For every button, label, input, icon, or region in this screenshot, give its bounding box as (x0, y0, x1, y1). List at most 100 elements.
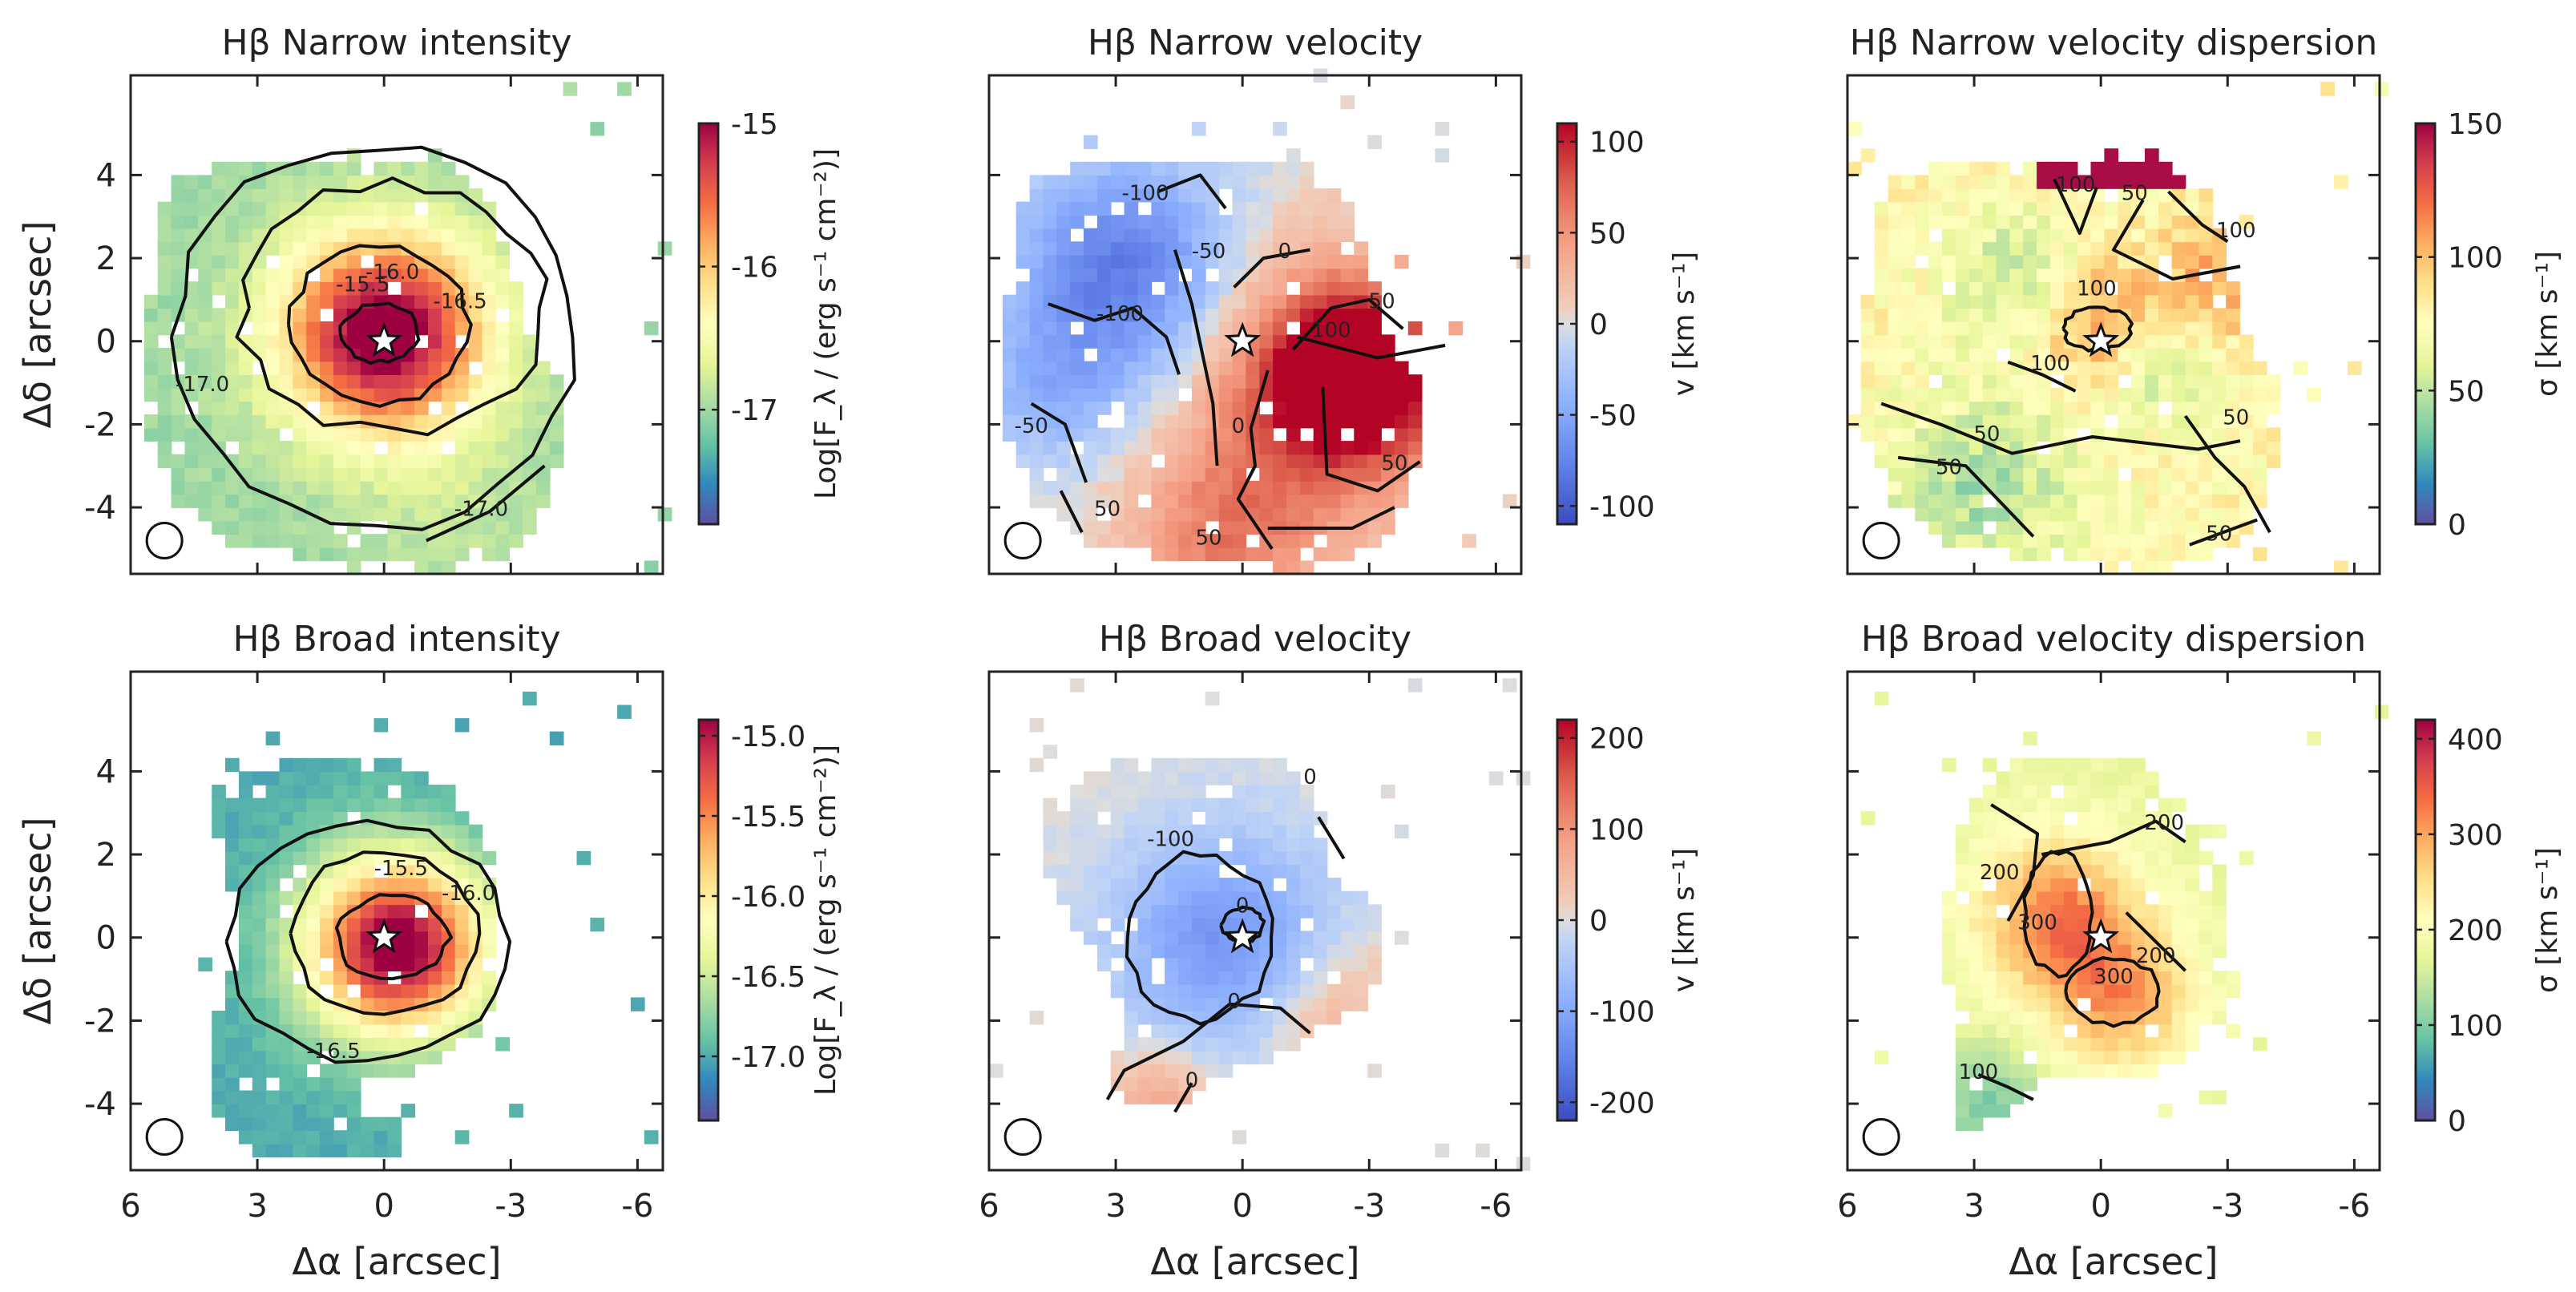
heatmap-cell (454, 917, 470, 932)
heatmap-cell (1137, 1064, 1153, 1078)
heatmap-cell (346, 1116, 361, 1132)
heatmap-cell (1996, 201, 2011, 216)
heatmap-cell (2158, 811, 2173, 826)
heatmap-cell (1218, 308, 1233, 322)
heatmap-cell (1888, 215, 1903, 229)
heatmap-cell (2198, 1011, 2214, 1025)
heatmap-cell (482, 427, 497, 442)
heatmap-cell (1084, 175, 1098, 189)
heatmap-cell (1968, 797, 1984, 812)
heatmap-cell (401, 917, 415, 932)
heatmap-cell (2023, 1037, 2037, 1052)
heatmap-cell (2009, 268, 2025, 282)
colorbar-label: v [km s⁻¹] (1668, 848, 1701, 992)
heatmap-cell (1178, 454, 1193, 469)
heatmap-cell (225, 797, 240, 812)
heatmap-cell (320, 507, 334, 522)
heatmap-cell (2104, 1064, 2119, 1078)
heatmap-cell (2063, 1037, 2078, 1052)
heatmap-cell (1273, 1011, 1287, 1025)
heatmap-cell (454, 441, 470, 455)
heatmap-cell (1313, 188, 1328, 203)
heatmap-cell (428, 797, 442, 812)
heatmap-cell (320, 454, 334, 469)
heatmap-cell (1096, 534, 1112, 548)
heatmap-cell (1313, 454, 1328, 469)
heatmap-cell (2077, 520, 2092, 535)
heatmap-cell (1029, 1011, 1044, 1025)
heatmap-cell (2198, 228, 2214, 243)
heatmap-cell (1205, 890, 1220, 906)
contour-line (287, 244, 473, 408)
heatmap-cell (1955, 414, 1970, 429)
heatmap-cell (2131, 294, 2146, 309)
heatmap-cell (1996, 161, 2011, 176)
heatmap-cell (2334, 560, 2348, 575)
heatmap-cell (1259, 547, 1274, 562)
heatmap-cell (1084, 785, 1098, 799)
heatmap-cell (1043, 321, 1058, 336)
heatmap-cell (2037, 838, 2051, 852)
heatmap-cell (1110, 904, 1125, 919)
heatmap-cell (1124, 971, 1139, 985)
heatmap-cell (198, 188, 212, 203)
heatmap-cell (1273, 560, 1287, 575)
heatmap-cell (1043, 361, 1058, 375)
heatmap-cell (495, 547, 510, 562)
heatmap-cell (2131, 348, 2146, 362)
heatmap-cell (1137, 480, 1153, 495)
heatmap-cell (1928, 188, 1943, 203)
heatmap-cell (2090, 175, 2106, 189)
heatmap-cell (1286, 878, 1301, 892)
heatmap-cell (1084, 878, 1098, 892)
heatmap-cell (1286, 864, 1301, 878)
heatmap-cell (1096, 348, 1112, 362)
heatmap-cell (1192, 414, 1206, 429)
heatmap-cell (2063, 931, 2078, 945)
heatmap-cell (333, 161, 348, 176)
heatmap-cell (495, 534, 510, 548)
heatmap-cell (2131, 797, 2146, 812)
heatmap-cell (265, 971, 281, 985)
heatmap-cell (1192, 494, 1206, 508)
heatmap-cell (1299, 560, 1314, 575)
heatmap-cell (2037, 824, 2051, 839)
heatmap-cell (468, 387, 483, 402)
heatmap-cell (1232, 1037, 1247, 1052)
heatmap-cell (468, 268, 483, 282)
nucleus-star-marker (1224, 321, 1262, 357)
heatmap-cell (333, 1104, 348, 1118)
heatmap-cell (1070, 188, 1084, 203)
heatmap-cell (401, 785, 415, 799)
heatmap-cell (2104, 215, 2119, 229)
heatmap-cell (2118, 401, 2132, 415)
heatmap-cell (535, 480, 551, 495)
heatmap-cell (428, 241, 442, 256)
heatmap-cell (238, 878, 253, 892)
heatmap-cell (360, 1024, 375, 1038)
heatmap-cell (1178, 547, 1193, 562)
heatmap-cell (2023, 241, 2037, 256)
heatmap-cell (2131, 944, 2146, 959)
heatmap-cell (1096, 201, 1112, 216)
heatmap-cell (1874, 254, 1889, 269)
heatmap-cell (1205, 254, 1220, 269)
contour-label: 50 (2223, 406, 2249, 430)
heatmap-cell (414, 308, 429, 322)
heatmap-cell (252, 957, 267, 971)
heatmap-cell (1928, 441, 1943, 455)
heatmap-cell (401, 771, 415, 785)
heatmap-cell (2090, 281, 2106, 296)
heatmap-cell (1096, 294, 1112, 309)
heatmap-cell (2145, 334, 2159, 349)
heatmap-cell (1996, 228, 2011, 243)
heatmap-cell (2023, 161, 2037, 176)
heatmap-cell (1205, 188, 1220, 203)
heatmap-cell (1955, 201, 1970, 216)
heatmap-cell (333, 797, 348, 812)
heatmap-cell (293, 850, 308, 866)
heatmap-cell (441, 494, 456, 508)
heatmap-cell (2252, 494, 2267, 508)
heatmap-cell (454, 838, 470, 852)
heatmap-cell (2063, 480, 2078, 495)
